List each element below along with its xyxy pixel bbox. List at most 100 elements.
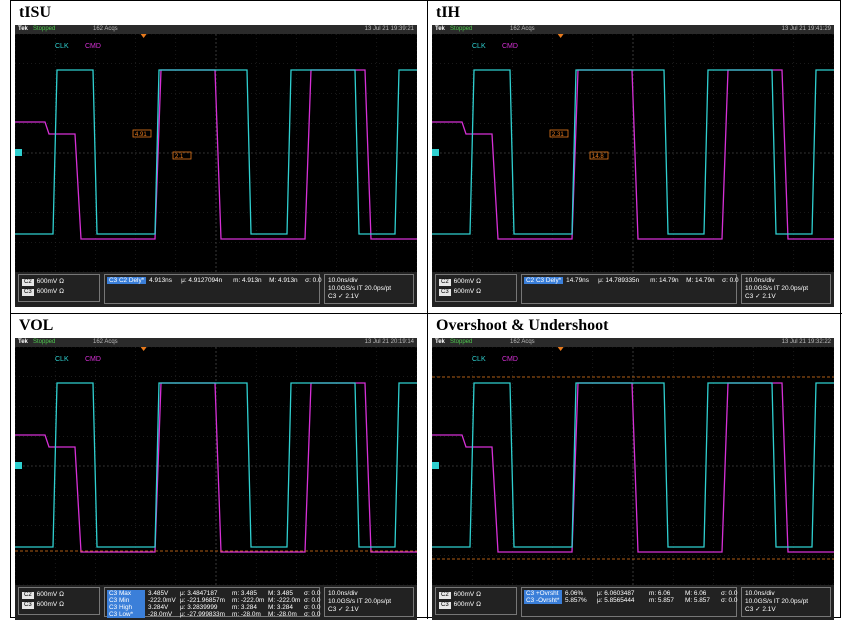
- scope-status-bar: Tek Stopped 162 Acqs 13 Jul 21 19:39:21: [15, 25, 417, 34]
- channel-ground-marker[interactable]: [15, 462, 22, 469]
- oscilloscope-screen: Tek Stopped 162 Acqs 13 Jul 21 19:39:21 CLK C…: [15, 25, 417, 307]
- measurement-max: M: 3.485: [268, 590, 293, 597]
- measurement-name: C3 High: [107, 604, 145, 611]
- scope-status-bar: Tek Stopped 162 Acqs 13 Jul 21 19:41:29: [432, 25, 834, 34]
- measurement-marker: [589, 151, 609, 160]
- channel-scale: 600mV Ω: [36, 288, 64, 295]
- readout-panel: C2 600mV Ω C3 600mV Ω C2 C3 Dely* 14.79ns μ: 1…: [432, 272, 834, 307]
- channel-tag: C3: [439, 602, 451, 609]
- channel-setting-row[interactable]: C2 600mV Ω: [439, 591, 481, 599]
- measurement-sigma: σ: 0.0: [304, 597, 321, 604]
- brand-label: Tek: [435, 26, 445, 32]
- measurement-max: M: -222.0m: [268, 597, 301, 604]
- trigger-setting: C3 ✓ 2.1V: [745, 606, 776, 613]
- measurement-name: C3 Low*: [107, 611, 145, 618]
- channel-tag: C2: [439, 592, 451, 599]
- measurement-table: C2 C3 Dely* 14.79ns μ: 14.789335n m: 14.79n…: [521, 274, 739, 304]
- panel-title: tISU: [19, 4, 52, 21]
- channel-tag: C2: [439, 279, 451, 286]
- measurement-row: C3 Max 3.485V μ: 3.4847187 m: 3.485 M: 3.485…: [107, 590, 320, 597]
- channel-settings[interactable]: C2 600mV Ω C3 600mV Ω: [18, 274, 100, 302]
- measurement-mean: μ: 3.2839999: [180, 604, 218, 611]
- acquisition-state: Stopped: [450, 339, 473, 345]
- timestamp: 13 Jul 21 20:19:14: [364, 339, 414, 345]
- measurement-mean: μ: 6.0603487: [597, 590, 635, 597]
- acquisition-state: Stopped: [33, 26, 56, 32]
- channel-setting-row[interactable]: C2 600mV Ω: [22, 591, 64, 599]
- sample-rate: 10.0GS/s IT 20.0ps/pt: [745, 598, 809, 605]
- channel-setting-row[interactable]: C3 600mV Ω: [22, 288, 64, 296]
- measurement-name: C3 +Ovrsht: [524, 590, 562, 597]
- measurement-marker: [132, 129, 152, 138]
- trigger-position-marker[interactable]: [140, 347, 147, 351]
- figure-table: tISU Tek Stopped 162 Acqs 13 Jul 21 19:39:21…: [10, 0, 842, 620]
- horizontal-scale: 10.0ns/div: [745, 277, 775, 284]
- clk-trace: [15, 69, 417, 235]
- measurement-sigma: σ: 0.0: [722, 277, 739, 284]
- channel-ground-marker[interactable]: [432, 462, 439, 469]
- trigger-position-marker[interactable]: [557, 347, 564, 351]
- sample-rate: 10.0GS/s IT 20.0ps/pt: [328, 598, 392, 605]
- panel-title: VOL: [19, 317, 54, 334]
- scope-status-bar: Tek Stopped 162 Acqs 13 Jul 21 19:32:22: [432, 338, 834, 347]
- timebase-settings[interactable]: 10.0ns/div 10.0GS/s IT 20.0ps/pt C3 ✓ 2.1V: [741, 274, 831, 304]
- waveform-display: CLK CMD: [432, 347, 834, 585]
- trigger-setting: C3 ✓ 2.1V: [328, 606, 359, 613]
- channel-tag: C2: [22, 279, 34, 286]
- timebase-settings[interactable]: 10.0ns/div 10.0GS/s IT 20.0ps/pt C3 ✓ 2.1V: [741, 587, 831, 617]
- channel-scale: 600mV Ω: [36, 601, 64, 608]
- trigger-setting: C3 ✓ 2.1V: [745, 293, 776, 300]
- waveform-display: CLK CMD 2.31 14.8: [432, 34, 834, 272]
- timestamp: 13 Jul 21 19:41:29: [781, 26, 831, 32]
- measurement-marker: [549, 129, 569, 138]
- channel-setting-row[interactable]: C3 600mV Ω: [439, 601, 481, 609]
- channel-setting-row[interactable]: C3 600mV Ω: [439, 288, 481, 296]
- measurement-marker-label: 2.31: [552, 132, 564, 138]
- oscilloscope-screen: Tek Stopped 162 Acqs 13 Jul 21 19:41:29 CLK C…: [432, 25, 834, 307]
- channel-tag: C3: [439, 289, 451, 296]
- channel-ground-marker[interactable]: [432, 149, 439, 156]
- timebase-settings[interactable]: 10.0ns/div 10.0GS/s IT 20.0ps/pt C3 ✓ 2.1V: [324, 587, 414, 617]
- measurement-marker-label: 2.1: [175, 154, 184, 160]
- cmd-label: CMD: [502, 43, 518, 50]
- measurement-mean: μ: 3.4847187: [180, 590, 218, 597]
- measurement-name: C3 Min: [107, 597, 145, 604]
- trigger-position-marker[interactable]: [557, 34, 564, 38]
- trigger-position-marker[interactable]: [140, 34, 147, 38]
- acquisition-count: 162 Acqs: [510, 26, 535, 32]
- clk-label: CLK: [472, 356, 486, 363]
- waveform-display: CLK CMD: [15, 347, 417, 585]
- channel-scale: 600mV Ω: [453, 591, 481, 598]
- measurement-row: C3 High 3.284V μ: 3.2839999 m: 3.284 M: 3.28…: [107, 604, 320, 611]
- measurement-mean: μ: 5.8565444: [597, 597, 635, 604]
- channel-settings[interactable]: C2 600mV Ω C3 600mV Ω: [18, 587, 100, 615]
- panel-overshoot-undershoot: Overshoot & Undershoot Tek Stopped 162 Acqs…: [428, 314, 842, 620]
- measurement-sigma: σ: 0.0: [721, 597, 738, 604]
- acquisition-state: Stopped: [450, 26, 473, 32]
- cmd-label: CMD: [85, 356, 101, 363]
- channel-setting-row[interactable]: C3 600mV Ω: [22, 601, 64, 609]
- measurement-row: C3 Min -222.0mV μ: -221.96857m m: -222.0m M:…: [107, 597, 320, 604]
- measurement-row: C3 Low* -28.0mV μ: -27.999833m m: -28.0m M: …: [107, 611, 320, 618]
- channel-setting-row[interactable]: C2 600mV Ω: [22, 278, 64, 286]
- measurement-row: C2 C3 Dely* 14.79ns μ: 14.789335n m: 14.79n…: [524, 277, 739, 284]
- cmd-label: CMD: [502, 356, 518, 363]
- cmd-label: CMD: [85, 43, 101, 50]
- measurement-max: M: 14.79n: [686, 277, 715, 284]
- measurement-row: C3 -Ovrsht* 5.857% μ: 5.8565444 m: 5.857 M: …: [524, 597, 737, 604]
- measurement-min: m: -222.0m: [232, 597, 265, 604]
- measurement-mean: μ: -27.999833m: [180, 611, 225, 618]
- timebase-settings[interactable]: 10.0ns/div 10.0GS/s IT 20.0ps/pt C3 ✓ 2.1V: [324, 274, 414, 304]
- channel-tag: C3: [22, 289, 34, 296]
- measurement-table: C3 +Ovrsht 6.06% μ: 6.0603487 m: 6.06 M: 6.0…: [521, 587, 737, 617]
- horizontal-scale: 10.0ns/div: [745, 590, 775, 597]
- measurement-mean: μ: 4.9127094n: [181, 277, 223, 284]
- measurement-sigma: σ: 0.0: [304, 604, 321, 611]
- measurement-max: M: 3.284: [268, 604, 293, 611]
- brand-label: Tek: [435, 339, 445, 345]
- measurement-mean: μ: -221.96857m: [180, 597, 225, 604]
- channel-ground-marker[interactable]: [15, 149, 22, 156]
- channel-settings[interactable]: C2 600mV Ω C3 600mV Ω: [435, 587, 517, 615]
- channel-setting-row[interactable]: C2 600mV Ω: [439, 278, 481, 286]
- channel-settings[interactable]: C2 600mV Ω C3 600mV Ω: [435, 274, 517, 302]
